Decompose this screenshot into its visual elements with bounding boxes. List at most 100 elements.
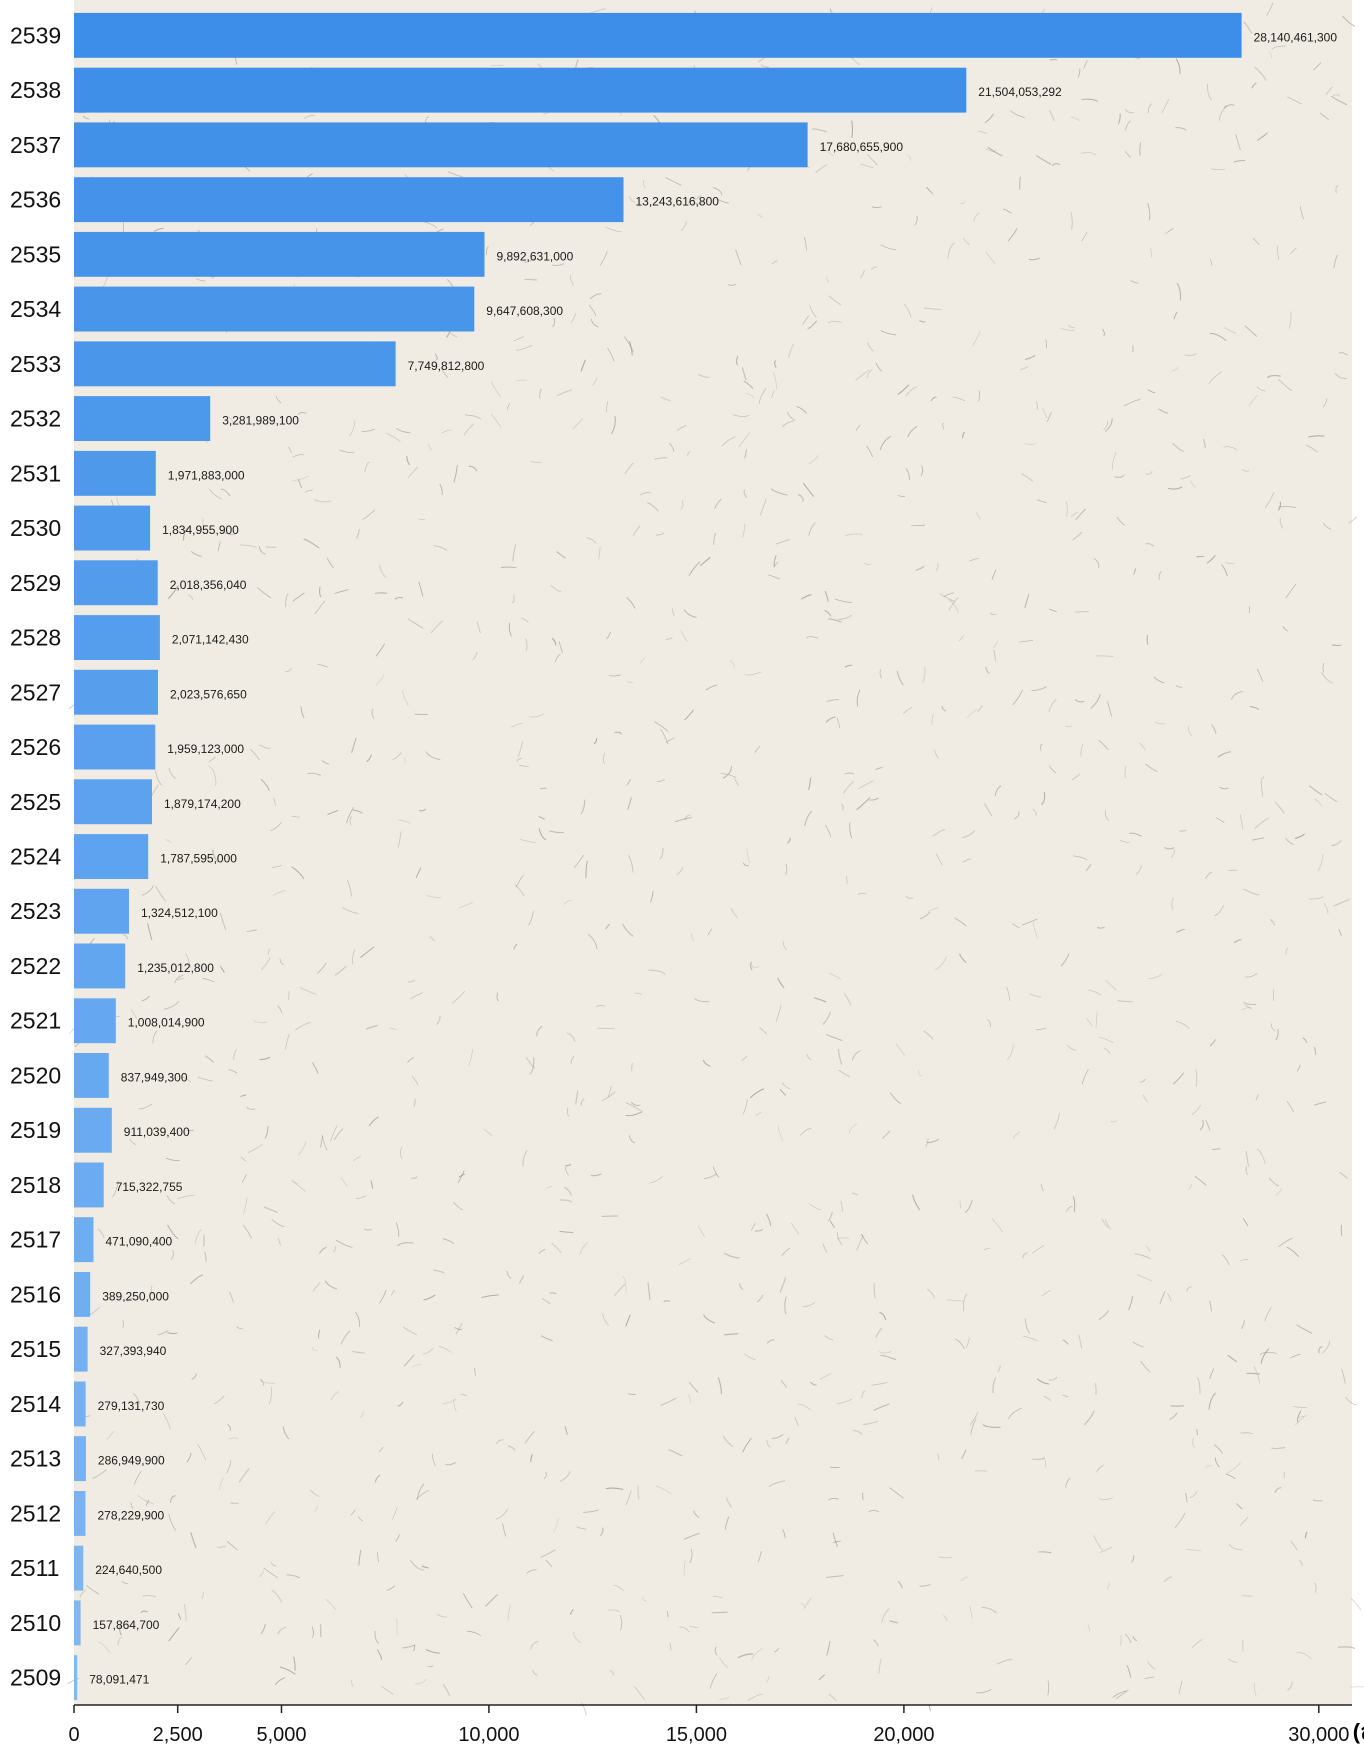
x-tick-label: 10,000 (458, 1724, 519, 1746)
value-label-2534: 9,647,608,300 (486, 304, 563, 318)
value-label-2524: 1,787,595,000 (160, 852, 237, 866)
bar-2526 (74, 725, 155, 770)
category-label-2535: 2535 (10, 241, 61, 267)
bar-2514 (74, 1382, 86, 1427)
category-label-2517: 2517 (10, 1227, 61, 1253)
bar-2535 (74, 232, 485, 277)
texture-fiber (1197, 556, 1204, 557)
bar-2518 (74, 1163, 104, 1208)
value-label-2512: 278,229,900 (98, 1508, 165, 1522)
value-label-2516: 389,250,000 (102, 1289, 169, 1303)
value-label-2509: 78,091,471 (89, 1673, 149, 1687)
category-label-2530: 2530 (10, 515, 61, 541)
category-label-2513: 2513 (10, 1446, 61, 1472)
category-label-2511: 2511 (10, 1555, 59, 1581)
bar-2511 (74, 1546, 83, 1591)
texture-fiber (1147, 635, 1148, 645)
bar-2521 (74, 998, 116, 1043)
x-tick-label: 5,000 (256, 1724, 306, 1746)
category-label-2532: 2532 (10, 406, 61, 432)
bar-2512 (74, 1491, 86, 1536)
texture-fiber (525, 279, 537, 280)
value-label-2526: 1,959,123,000 (167, 742, 244, 756)
category-label-2527: 2527 (10, 679, 61, 705)
bar-2519 (74, 1108, 112, 1153)
value-label-2519: 911,039,400 (124, 1125, 190, 1139)
category-label-2524: 2524 (10, 844, 61, 870)
category-label-2521: 2521 (10, 1008, 61, 1034)
value-label-2532: 3,281,989,100 (222, 414, 299, 428)
bar-2528 (74, 615, 160, 660)
category-labels: 2539253825372536253525342533253225312530… (10, 22, 61, 1690)
category-label-2536: 2536 (10, 187, 61, 213)
texture-fiber (204, 1235, 205, 1247)
bar-2538 (74, 68, 966, 113)
texture-fiber (69, 1028, 75, 1033)
value-label-2518: 715,322,755 (116, 1180, 183, 1194)
bar-2510 (74, 1600, 81, 1645)
x-tick-label: 20,000 (873, 1724, 934, 1746)
bar-2516 (74, 1272, 90, 1317)
value-label-2522: 1,235,012,800 (137, 961, 214, 975)
category-label-2514: 2514 (10, 1391, 61, 1417)
bar-2517 (74, 1217, 94, 1262)
value-label-2538: 21,504,053,292 (978, 85, 1062, 99)
value-label-2531: 1,971,883,000 (168, 468, 245, 482)
bar-2533 (74, 341, 396, 386)
bar-2527 (74, 670, 158, 715)
category-label-2528: 2528 (10, 625, 61, 651)
category-label-2537: 2537 (10, 132, 61, 158)
texture-fiber (1095, 1383, 1096, 1395)
bar-2513 (74, 1436, 86, 1481)
x-tick-label: 30,000 (1288, 1724, 1349, 1746)
value-label-2525: 1,879,174,200 (164, 797, 241, 811)
category-label-2529: 2529 (10, 570, 61, 596)
category-label-2518: 2518 (10, 1172, 61, 1198)
category-label-2520: 2520 (10, 1063, 61, 1089)
category-label-2509: 2509 (10, 1665, 61, 1691)
bar-2537 (74, 122, 808, 167)
value-label-2529: 2,018,356,040 (170, 578, 247, 592)
x-tick-label: 2,500 (153, 1724, 203, 1746)
texture-fiber (1351, 1687, 1364, 1688)
bar-2529 (74, 560, 158, 605)
category-label-2533: 2533 (10, 351, 61, 377)
category-label-2538: 2538 (10, 77, 61, 103)
bar-2539 (74, 13, 1242, 58)
value-label-2527: 2,023,576,650 (170, 687, 247, 701)
value-label-2511: 224,640,500 (95, 1563, 162, 1577)
bar-2531 (74, 451, 156, 496)
bar-2522 (74, 944, 125, 989)
value-label-2521: 1,008,014,900 (128, 1016, 205, 1030)
value-label-2514: 279,131,730 (98, 1399, 165, 1413)
bar-2509 (74, 1655, 77, 1700)
bar-2524 (74, 834, 148, 879)
bar-2536 (74, 177, 624, 222)
value-label-2513: 286,949,900 (98, 1454, 165, 1468)
category-label-2531: 2531 (10, 460, 61, 486)
texture-fiber (501, 567, 516, 568)
bar-2530 (74, 506, 150, 551)
value-label-2517: 471,090,400 (106, 1235, 173, 1249)
bar-2515 (74, 1327, 88, 1372)
value-label-2523: 1,324,512,100 (141, 906, 218, 920)
bar-2525 (74, 779, 152, 824)
category-label-2523: 2523 (10, 898, 61, 924)
texture-fiber (1050, 60, 1058, 61)
bar-2532 (74, 396, 210, 441)
bar-2534 (74, 287, 474, 332)
category-label-2512: 2512 (10, 1500, 61, 1526)
value-label-2539: 28,140,461,300 (1254, 30, 1338, 44)
value-label-2536: 13,243,616,800 (636, 195, 720, 209)
category-label-2516: 2516 (10, 1281, 61, 1307)
value-label-2537: 17,680,655,900 (820, 140, 904, 154)
value-label-2510: 157,864,700 (93, 1618, 160, 1632)
value-label-2530: 1,834,955,900 (162, 523, 239, 537)
category-label-2522: 2522 (10, 953, 61, 979)
category-label-2510: 2510 (10, 1610, 61, 1636)
category-label-2534: 2534 (10, 296, 61, 322)
bar-2520 (74, 1053, 109, 1098)
value-label-2520: 837,949,300 (121, 1071, 188, 1085)
